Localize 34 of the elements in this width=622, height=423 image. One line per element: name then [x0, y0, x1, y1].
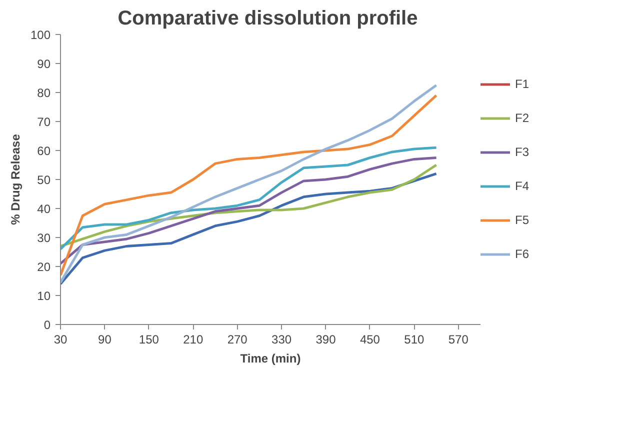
y-tick-label: 0	[44, 318, 51, 332]
y-axis-title: % Drug Release	[8, 134, 22, 225]
chart-title: Comparative dissolution profile	[118, 8, 418, 30]
x-tick-label: 210	[183, 332, 204, 346]
x-tick-label: 390	[316, 332, 336, 346]
x-axis-title: Time (min)	[240, 352, 301, 366]
legend-label: F4	[515, 179, 530, 193]
y-tick-label: 40	[37, 202, 51, 216]
y-tick-label: 100	[30, 28, 51, 42]
line-series	[60, 164, 438, 248]
y-tick-label: 60	[37, 144, 51, 158]
y-tick-label: 50	[37, 173, 51, 187]
y-tick-label: 20	[37, 260, 51, 274]
line-series	[60, 172, 438, 286]
legend-label: F3	[515, 145, 530, 159]
legend-label: F1	[515, 77, 530, 91]
x-tick-label: 270	[227, 332, 248, 346]
legend-label: F5	[515, 213, 530, 227]
line-series	[60, 156, 438, 265]
x-tick-label: 90	[98, 332, 112, 346]
y-tick-label: 90	[37, 57, 51, 71]
legend-label: F6	[515, 247, 530, 261]
x-tick-label: 150	[138, 332, 160, 346]
legend-label: F2	[515, 111, 530, 125]
y-tick-label: 10	[37, 289, 51, 303]
x-tick-label: 450	[360, 332, 380, 346]
x-tick-label: 510	[404, 332, 425, 346]
y-tick-label: 30	[37, 231, 51, 245]
y-tick-label: 70	[37, 115, 51, 129]
y-tick-label: 80	[37, 86, 51, 100]
x-tick-label: 330	[272, 332, 292, 346]
line-series	[60, 146, 438, 250]
x-tick-label: 30	[54, 332, 68, 346]
x-tick-label: 570	[448, 332, 469, 346]
